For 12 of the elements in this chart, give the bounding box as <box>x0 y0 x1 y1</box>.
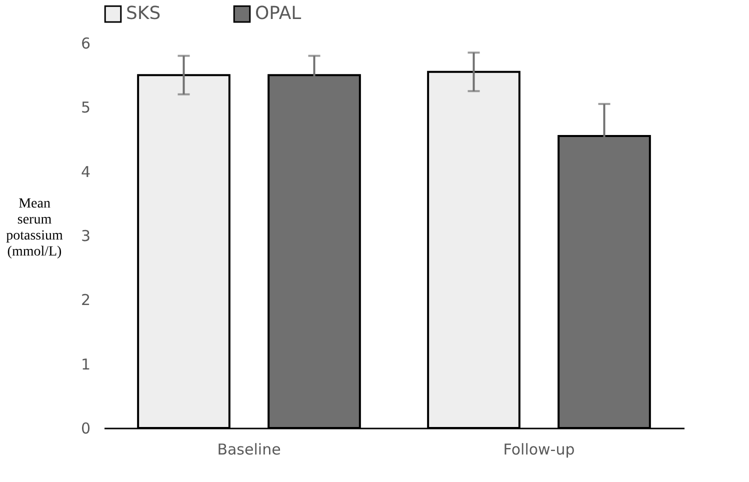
y-tick-label: 5 <box>80 98 90 117</box>
y-tick-label: 4 <box>80 162 90 181</box>
y-tick-label: 0 <box>80 420 90 438</box>
y-tick-label: 6 <box>80 34 90 52</box>
y-tick-label: 2 <box>80 291 90 310</box>
y-tick-label: 3 <box>80 227 90 245</box>
legend-label: OPAL <box>255 3 302 24</box>
x-tick-label: Baseline <box>217 440 281 458</box>
x-tick-label: Follow-up <box>503 440 575 458</box>
y-tick-label: 1 <box>80 355 90 374</box>
legend-label: SKS <box>126 3 161 24</box>
y-axis-title: Mean serum potassium (mmol/L) <box>6 196 63 260</box>
